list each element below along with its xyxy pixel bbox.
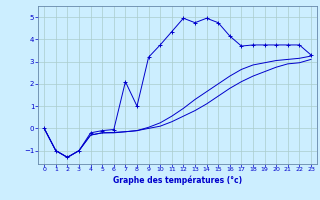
- X-axis label: Graphe des températures (°c): Graphe des températures (°c): [113, 175, 242, 185]
